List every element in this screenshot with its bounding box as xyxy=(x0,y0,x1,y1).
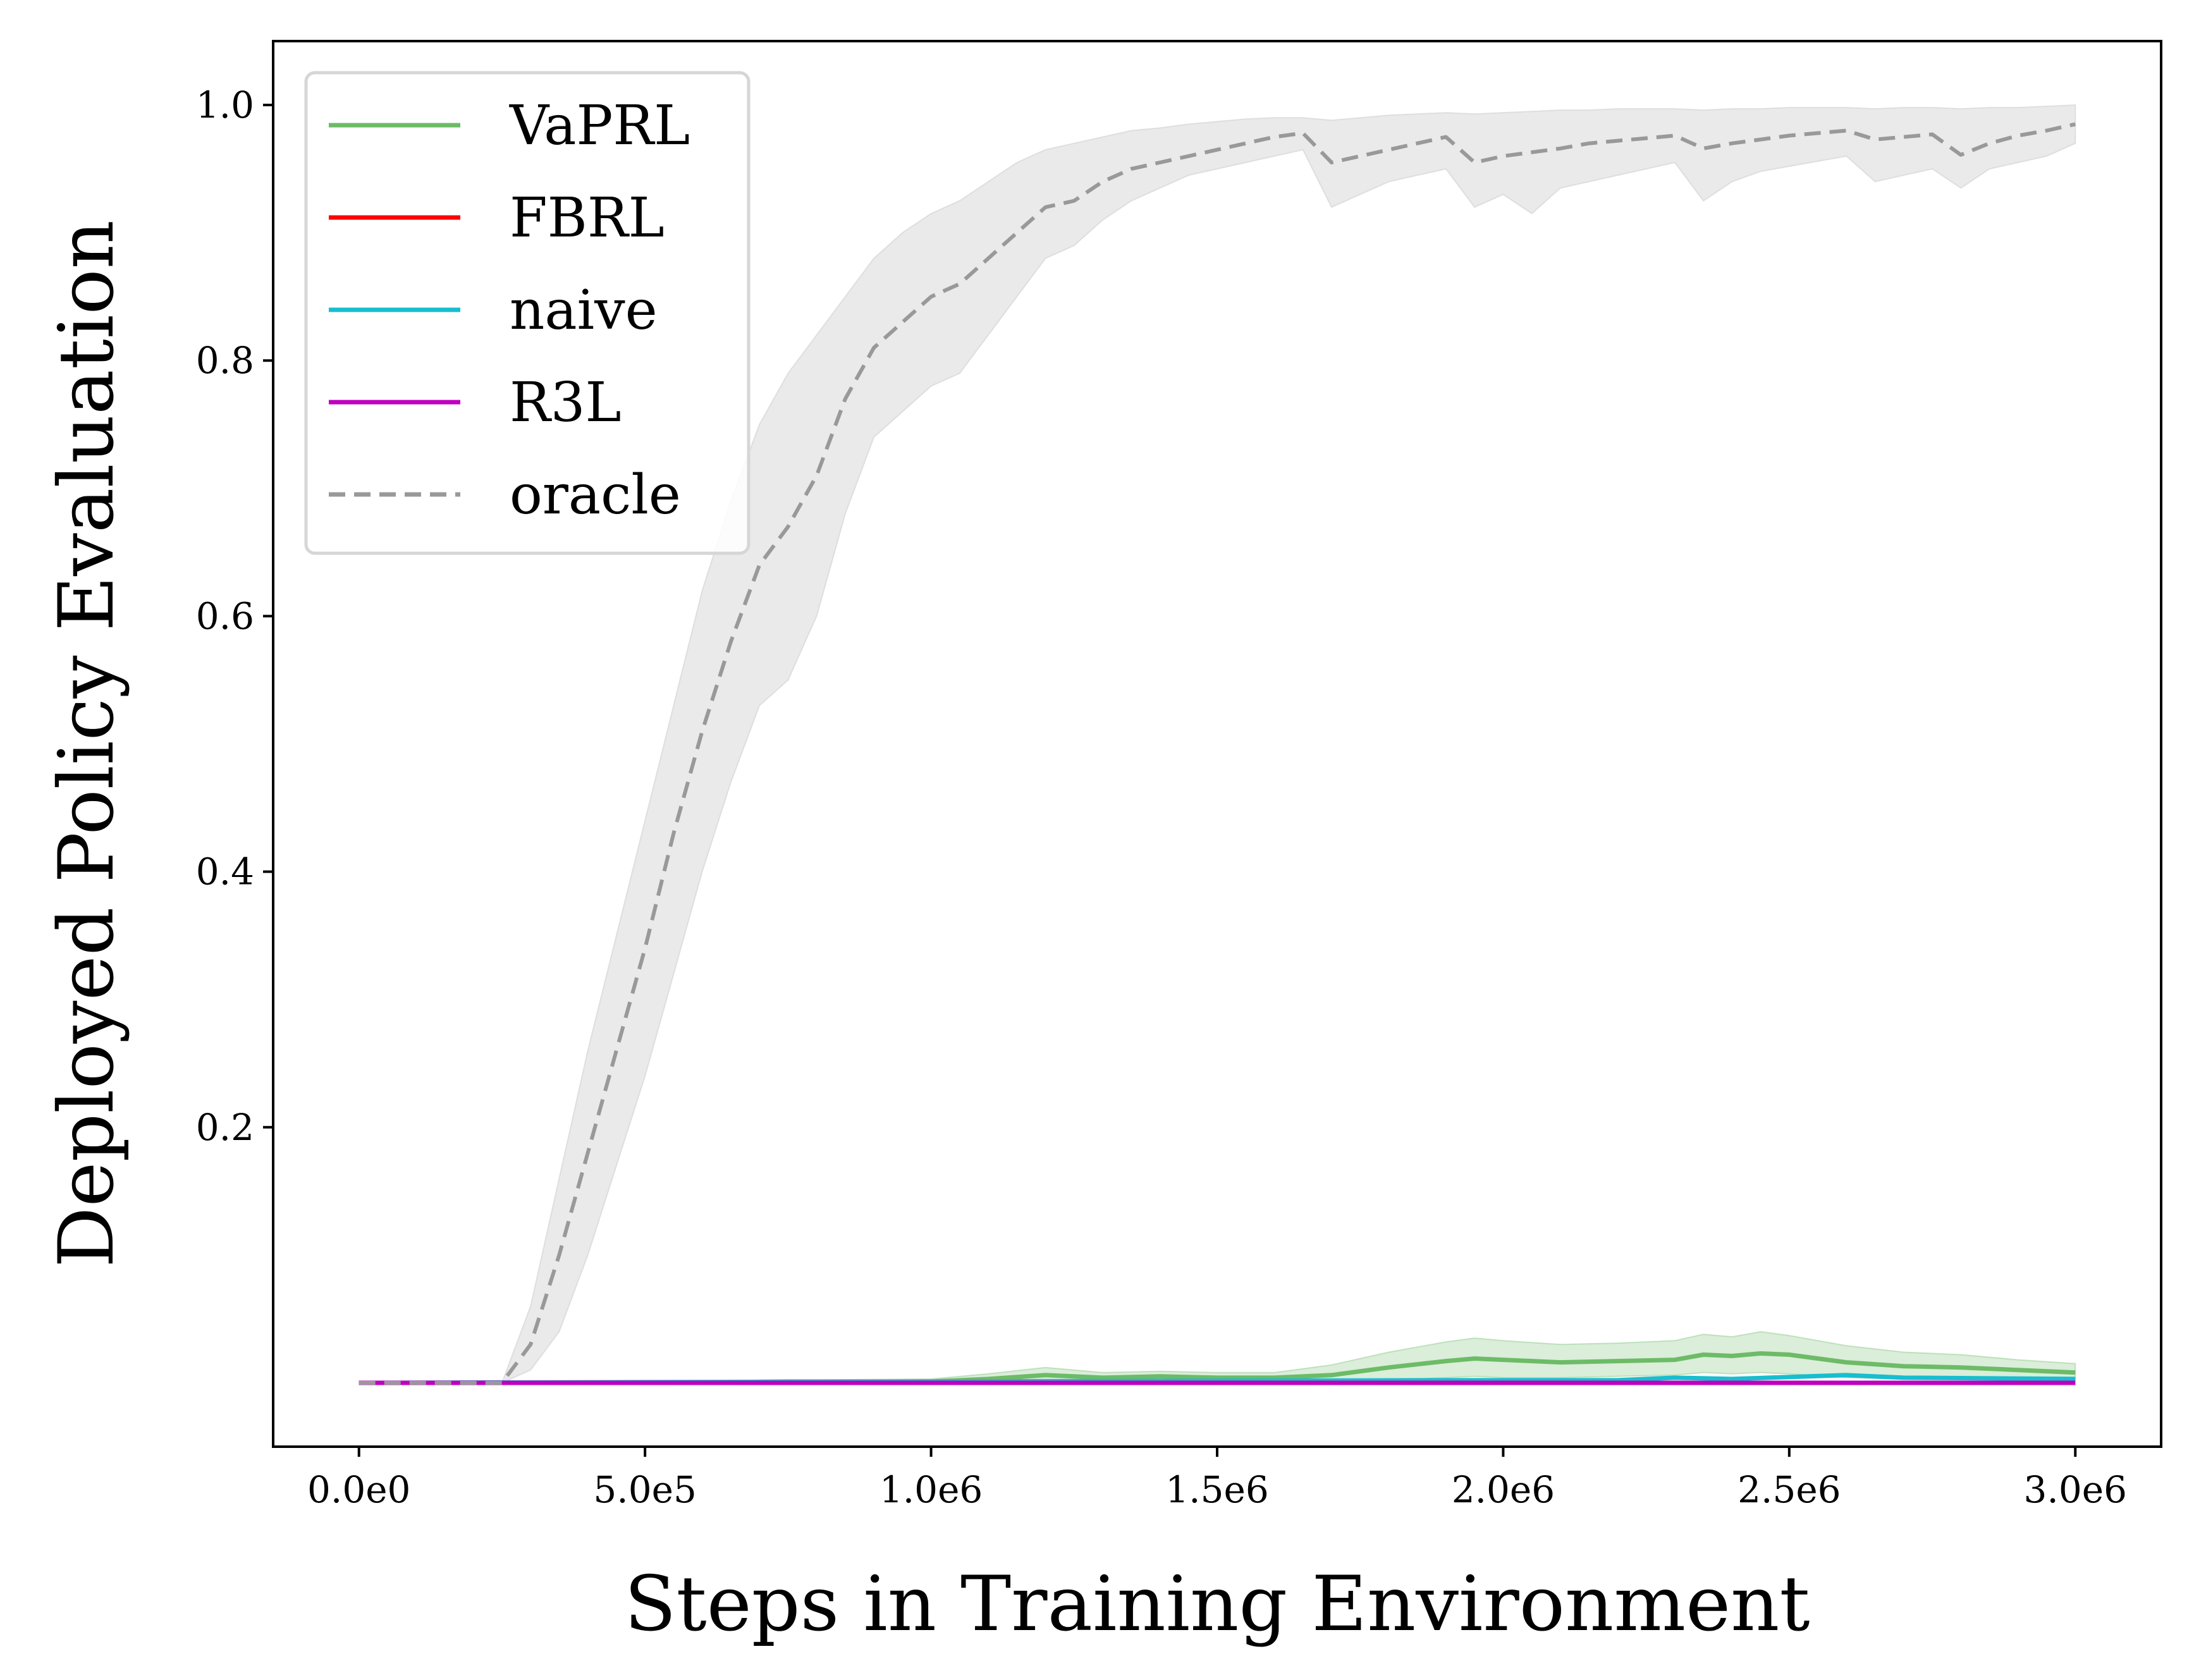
y-tick-label: 0.4 xyxy=(196,850,254,893)
x-tick-label: 3.0e6 xyxy=(2024,1468,2127,1511)
band-oracle xyxy=(359,104,2076,1383)
legend-label-vaprl: VaPRL xyxy=(509,94,690,157)
y-tick-label: 0.2 xyxy=(196,1106,254,1149)
x-tick-label: 5.0e5 xyxy=(593,1468,696,1511)
x-tick-label: 1.0e6 xyxy=(879,1468,983,1511)
legend-box xyxy=(304,71,751,555)
legend-label-fbrl: FBRL xyxy=(510,187,665,250)
x-tick-label: 0.0e0 xyxy=(307,1468,410,1511)
legend-label-naive: naive xyxy=(510,279,658,342)
series-line-naive xyxy=(359,1373,2076,1385)
x-tick-label: 2.0e6 xyxy=(1452,1468,1555,1511)
x-tick-label: 2.5e6 xyxy=(1737,1468,1841,1511)
legend-label-r3l: R3L xyxy=(510,371,622,434)
y-axis-ticks: 0.2 0.4 0.6 0.8 1.0 xyxy=(196,83,273,1149)
plot-area xyxy=(359,104,2076,1385)
y-tick-label: 0.8 xyxy=(196,339,254,382)
x-axis-ticks: 0.0e0 5.0e5 1.0e6 1.5e6 2.0e6 2.5e6 3.0e6 xyxy=(307,1447,2127,1511)
y-tick-label: 1.0 xyxy=(196,83,254,126)
x-axis-label: Steps in Training Environment xyxy=(624,1560,1810,1648)
y-axis-label: Deployed Policy Evaluation xyxy=(43,220,131,1268)
x-tick-label: 1.5e6 xyxy=(1165,1468,1268,1511)
legend-label-oracle: oracle xyxy=(510,463,681,527)
series-line-oracle xyxy=(359,122,2076,1385)
legend: VaPRL FBRL naive R3L oracle xyxy=(304,71,751,555)
y-tick-label: 0.6 xyxy=(196,594,254,637)
series-lines xyxy=(359,122,2076,1385)
